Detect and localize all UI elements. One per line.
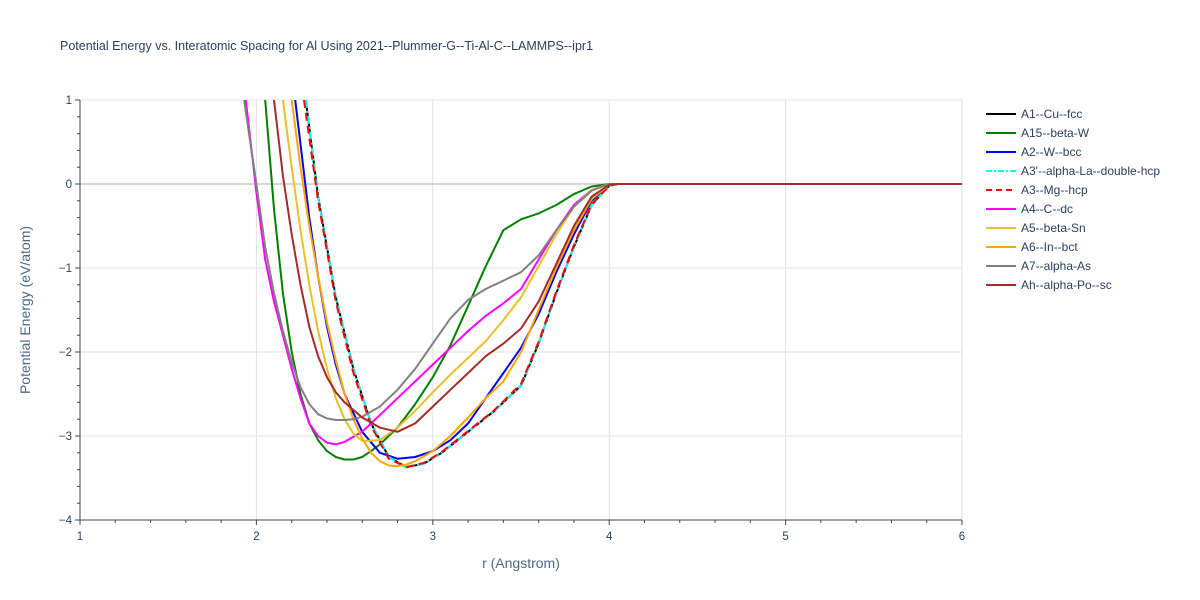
x-axis-ticks: 1 2 3 4 5 6: [77, 520, 965, 543]
x-tick-label: 4: [606, 531, 613, 543]
x-tick-label: 2: [253, 531, 259, 543]
axes: [79, 100, 962, 521]
y-tick-label: 0: [66, 179, 72, 191]
gridlines: [80, 99, 963, 520]
series-line-1: [264, 100, 962, 461]
series-line-6: [281, 100, 962, 442]
legend-label: A2--W--bcc: [1021, 145, 1081, 159]
x-tick-label: 3: [430, 531, 436, 543]
legend-label: A3--Mg--hcp: [1021, 183, 1088, 197]
legend-label: A3'--alpha-La--double-hcp: [1021, 164, 1160, 178]
series-line-0: [304, 100, 962, 469]
y-tick-label: 1: [66, 95, 72, 107]
plot-area: [243, 100, 962, 469]
y-tick-label: −2: [59, 347, 72, 359]
legend-label: A6--In--bct: [1021, 240, 1078, 254]
legend-label: A1--Cu--fcc: [1021, 107, 1082, 121]
y-tick-label: −3: [59, 431, 72, 443]
legend-label: A4--C--dc: [1021, 202, 1073, 216]
x-axis-label: r (Angstrom): [482, 555, 560, 571]
y-tick-label: −1: [59, 263, 72, 275]
series-line-3: [304, 100, 962, 469]
legend: A1--Cu--fcc A15--beta-W A2--W--bcc A3'--alp…: [986, 107, 1160, 292]
legend-label: A7--alpha-As: [1021, 259, 1091, 273]
series-line-9: [273, 100, 962, 433]
y-tick-label: −4: [59, 515, 73, 527]
x-tick-label: 5: [782, 531, 788, 543]
series-line-8: [243, 100, 962, 421]
series-line-5: [244, 100, 962, 446]
x-tick-label: 6: [959, 531, 965, 543]
legend-label: A5--beta-Sn: [1021, 221, 1086, 235]
chart-title: Potential Energy vs. Interatomic Spacing…: [60, 39, 593, 53]
legend-label: A15--beta-W: [1021, 126, 1090, 140]
legend-label: Ah--alpha-Po--sc: [1021, 278, 1112, 292]
x-tick-label: 1: [77, 531, 83, 543]
series-line-7: [290, 100, 962, 468]
series-line-4: [303, 100, 962, 469]
y-axis-label: Potential Energy (eV/atom): [17, 226, 33, 394]
y-axis-ticks: 1 0 −1 −2 −3 −4: [59, 95, 80, 527]
series-line-2: [294, 100, 962, 460]
